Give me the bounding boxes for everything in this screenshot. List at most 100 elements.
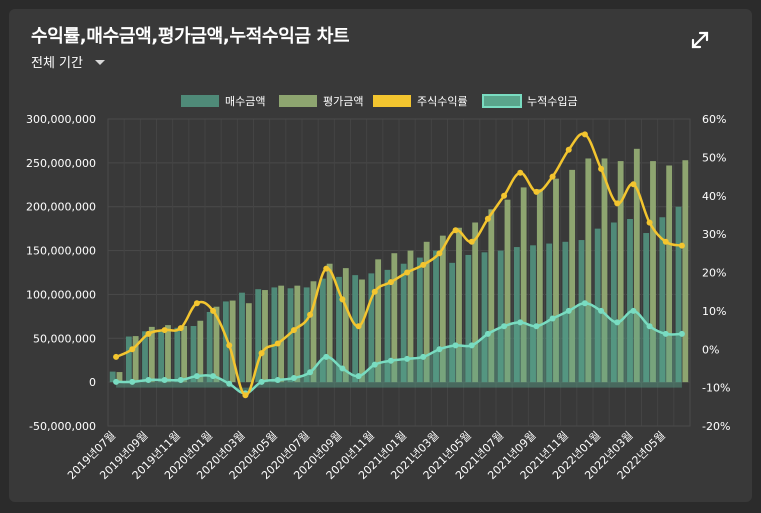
bar-eval-amount	[407, 250, 414, 383]
cumulative-point	[323, 353, 330, 360]
bar-eval-amount	[504, 199, 511, 383]
bar-eval-amount	[278, 285, 285, 383]
y-right-tick-label: 60%	[702, 113, 726, 126]
cumulative-point	[387, 357, 394, 364]
cumulative-area-series	[113, 300, 685, 397]
cumulative-point	[161, 376, 168, 383]
legend-item[interactable]: 매수금액	[181, 95, 265, 108]
chart-legend[interactable]: 매수금액 평가금액 주식수익률 누적수입금	[181, 94, 578, 108]
rate-point	[129, 346, 136, 353]
cumulative-point	[274, 376, 281, 383]
period-dropdown[interactable]: 전체 기간	[31, 52, 105, 71]
bar-eval-amount	[569, 169, 576, 383]
rate-point	[501, 192, 508, 199]
cumulative-point	[565, 307, 572, 314]
y-right-tick-label: 10%	[702, 305, 726, 318]
bar-eval-amount	[456, 227, 462, 383]
rate-line-series	[113, 131, 685, 399]
rate-point	[307, 311, 314, 318]
bar-buy-amount	[578, 240, 585, 383]
cumulative-point	[630, 307, 637, 314]
rate-point	[290, 327, 297, 334]
cumulative-point	[614, 319, 621, 326]
cumulative-point	[549, 315, 556, 322]
rate-point	[242, 392, 249, 399]
rate-point	[517, 169, 524, 176]
bar-eval-amount	[116, 372, 123, 383]
bar-buy-amount	[449, 262, 456, 383]
cumulative-point	[598, 307, 605, 314]
bar-buy-amount	[174, 327, 181, 383]
legend-item[interactable]: 주식수익률	[373, 95, 468, 108]
bar-eval-amount	[359, 279, 365, 383]
bar-eval-amount	[536, 189, 543, 383]
bar-buy-amount	[190, 326, 197, 383]
rate-point	[614, 200, 621, 207]
y-left-tick-label: 200,000,000	[26, 201, 96, 214]
bar-buy-amount	[627, 218, 633, 383]
expand-button[interactable]	[688, 28, 712, 52]
rate-point	[581, 131, 588, 138]
bar-buy-amount	[142, 331, 148, 383]
rate-point	[145, 330, 152, 337]
cumulative-point	[501, 323, 508, 330]
bar-eval-amount	[585, 158, 592, 383]
bar-buy-amount	[400, 263, 407, 383]
bar-buy-amount	[271, 287, 278, 383]
legend-item[interactable]: 누적수입금	[482, 94, 578, 108]
rate-point	[161, 327, 168, 334]
y-left-tick-label: 0	[89, 376, 96, 389]
legend-label: 주식수익률	[417, 95, 468, 108]
cumulative-point	[145, 376, 152, 383]
bar-eval-amount	[520, 187, 527, 383]
bar-buy-amount	[255, 289, 262, 383]
bar-eval-amount	[617, 161, 624, 383]
rate-point	[258, 350, 265, 357]
bar-buy-amount	[368, 273, 375, 383]
rate-point	[274, 340, 281, 347]
bar-buy-amount	[481, 252, 488, 383]
bar-eval-amount	[488, 209, 495, 383]
rate-point	[193, 300, 200, 307]
legend-label: 매수금액	[225, 95, 265, 108]
bar-buy-amount	[643, 233, 650, 383]
cumulative-point	[420, 353, 427, 360]
bar-eval-amount	[601, 158, 608, 383]
cumulative-point	[581, 300, 588, 307]
bar-buy-amount	[384, 269, 391, 383]
rate-point	[484, 215, 491, 222]
bar-eval-amount	[633, 148, 640, 383]
rate-point	[113, 353, 120, 360]
bar-buy-amount	[594, 228, 601, 383]
bar-eval-amount	[553, 178, 559, 383]
cumulative-point	[177, 376, 184, 383]
y-left-tick-label: 300,000,000	[26, 113, 96, 126]
bar-eval-amount	[229, 300, 236, 383]
bar-eval-amount	[310, 281, 317, 383]
legend-item[interactable]: 평가금액	[279, 95, 363, 108]
bar-buy-amount	[206, 311, 213, 383]
legend-label: 누적수입금	[527, 95, 578, 108]
y-right-tick-label: 20%	[702, 267, 726, 280]
rate-point	[339, 296, 346, 303]
period-label: 전체 기간	[31, 56, 83, 71]
rate-point	[646, 219, 653, 226]
bar-eval-amount	[439, 235, 446, 383]
cumulative-point	[210, 373, 217, 380]
bar-eval-amount	[213, 306, 220, 383]
chevron-down-icon	[94, 60, 105, 65]
y-right-tick-label: -20%	[702, 420, 730, 433]
chart-gridlines	[107, 118, 691, 427]
rate-point	[678, 242, 685, 249]
y-right-tick-label: -10%	[702, 382, 730, 395]
cumulative-point	[307, 369, 314, 376]
bar-buy-amount	[465, 254, 472, 383]
cumulative-point	[226, 380, 233, 387]
y-right-tick-label: 50%	[702, 151, 726, 164]
bar-eval-amount	[294, 285, 301, 383]
cumulative-point	[484, 330, 491, 337]
bar-eval-amount	[682, 160, 689, 383]
rate-point	[355, 323, 362, 330]
bar-eval-amount	[132, 336, 139, 383]
bar-buy-amount	[352, 275, 359, 383]
